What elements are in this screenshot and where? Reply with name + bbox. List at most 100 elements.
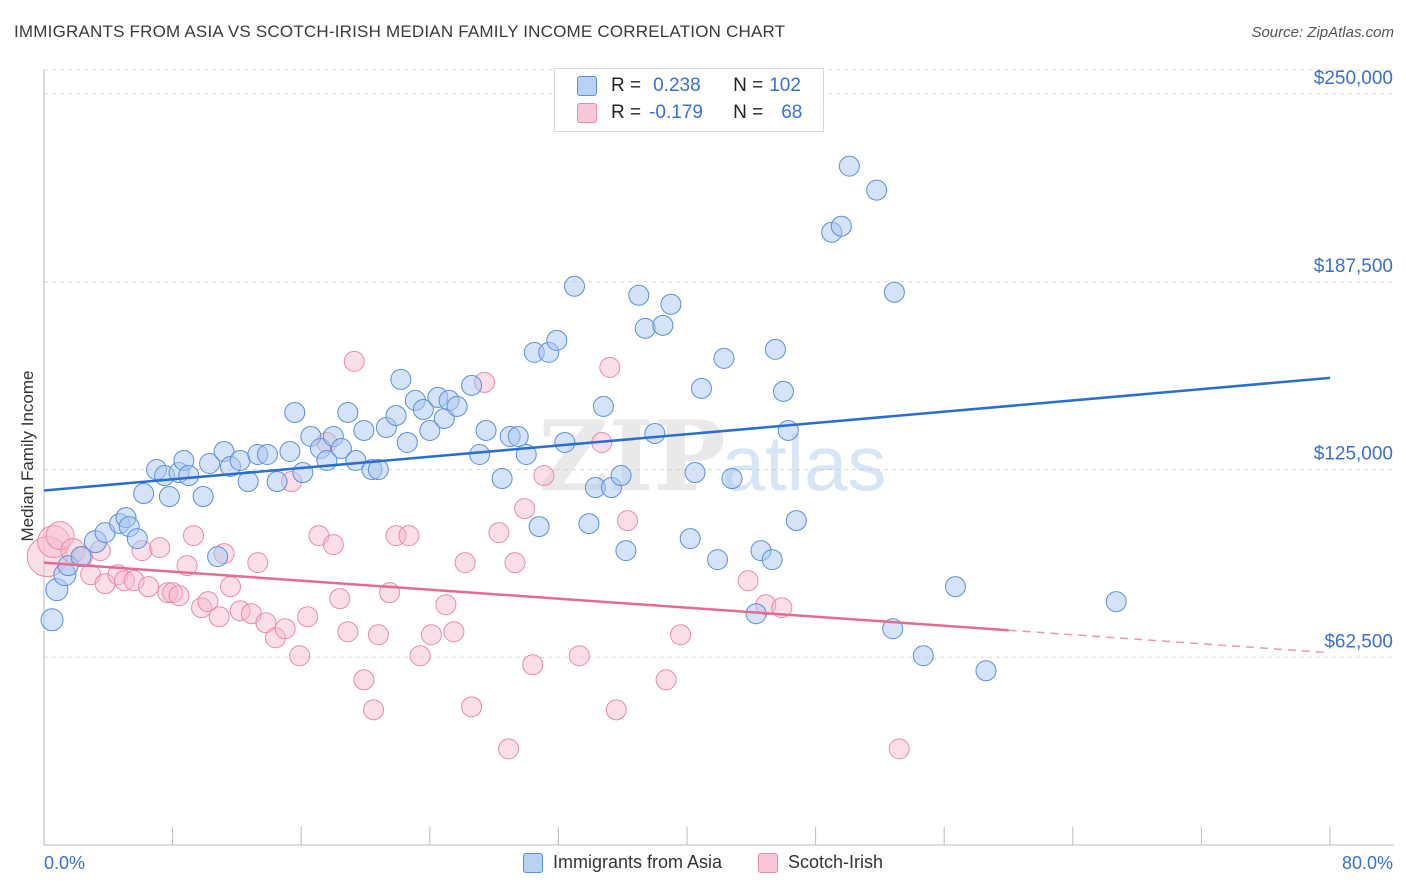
scotch-irish-point	[568, 645, 590, 667]
asia-point	[229, 450, 251, 472]
asia-n-value: 102	[769, 75, 801, 96]
scotch-irish-point	[737, 570, 759, 592]
scotch-irish-point	[605, 699, 627, 721]
watermark: ZIP atlas	[538, 400, 886, 513]
asia-point	[345, 450, 367, 472]
chart-title: IMMIGRANTS FROM ASIA VS SCOTCH-IRISH MED…	[14, 22, 786, 41]
scotch-irish-point	[435, 594, 457, 616]
scotch-irish-point	[219, 576, 241, 598]
scotch-irish-point	[289, 645, 311, 667]
watermark-atlas: atlas	[722, 419, 887, 507]
scotch-irish-trend-extension	[1008, 629, 1331, 654]
asia-trend-line	[43, 376, 1331, 492]
scotch-irish-point	[343, 350, 365, 372]
asia-point	[882, 618, 904, 640]
asia-point	[707, 549, 729, 571]
source-label: Source: ZipAtlas.com	[1251, 24, 1394, 41]
correlation-legend: R = 0.238 N = 102 R = -0.179 N = 68	[554, 68, 824, 132]
asia-point	[207, 546, 229, 568]
scotch-irish-point	[247, 552, 269, 574]
scotch-irish-point	[488, 522, 510, 544]
scotch-irish-point	[514, 498, 536, 520]
asia-point	[367, 459, 389, 481]
scotch-irish-point	[655, 669, 677, 691]
trend-lines	[43, 376, 1331, 654]
asia-point	[284, 401, 306, 423]
scotch-irish-point	[888, 738, 910, 760]
asia-n-label: N =	[733, 75, 764, 96]
scotch-irish-point	[191, 597, 213, 619]
scotch-irish-point	[599, 356, 621, 378]
scotch-irish-point	[617, 510, 639, 532]
asia-point	[610, 465, 632, 487]
scotch-irish-point	[409, 645, 431, 667]
asia-point	[40, 608, 64, 632]
scotch-irish-r-label: R =	[611, 102, 642, 123]
asia-point	[292, 462, 314, 484]
asia-point	[237, 471, 259, 493]
axes	[43, 70, 1394, 846]
asia-point	[944, 576, 966, 598]
asia-point	[396, 431, 418, 453]
asia-point	[266, 471, 288, 493]
scotch-irish-legend-label: Scotch-Irish	[788, 852, 884, 872]
scotch-irish-point	[274, 618, 296, 640]
asia-point	[158, 486, 180, 508]
legend-row-scotch-irish: R = -0.179 N = 68	[577, 100, 802, 126]
asia-point	[785, 510, 807, 532]
asia-point	[178, 465, 200, 487]
legend-item-scotch-irish[interactable]: Scotch-Irish	[758, 852, 883, 873]
scotch-irish-point	[454, 552, 476, 574]
asia-point	[528, 516, 550, 538]
scotch-irish-point	[522, 654, 544, 676]
scotch-irish-point	[149, 537, 171, 559]
asia-point	[690, 377, 712, 399]
asia-point	[772, 380, 794, 402]
x-tick-label: 80.0%	[1342, 853, 1393, 873]
tick-labels: $62,500 $125,000 $187,500 $250,000 0.0% 80.0%	[44, 68, 1393, 873]
scotch-irish-point	[498, 738, 520, 760]
asia-point	[133, 483, 155, 505]
asia-point	[679, 528, 701, 550]
asia-r-label: R =	[611, 75, 642, 96]
legend-item-asia[interactable]: Immigrants from Asia	[522, 852, 722, 873]
scotch-irish-point	[107, 564, 129, 586]
asia-point	[761, 549, 783, 571]
scotch-irish-point	[176, 555, 198, 577]
asia-point	[475, 419, 497, 441]
asia-point	[652, 314, 674, 336]
asia-point	[660, 293, 682, 315]
asia-legend-label: Immigrants from Asia	[552, 852, 722, 872]
asia-point	[721, 468, 743, 490]
asia-point	[419, 419, 441, 441]
asia-point	[337, 401, 359, 423]
asia-point	[353, 419, 375, 441]
asia-points	[40, 155, 1127, 682]
scotch-irish-point	[337, 621, 359, 643]
asia-point	[385, 404, 407, 426]
series-legend: Immigrants from Asia Scotch-Irish	[0, 852, 1406, 873]
asia-point	[390, 368, 412, 390]
scotch-irish-point	[443, 621, 465, 643]
asia-point	[491, 468, 513, 490]
asia-point	[1105, 591, 1127, 613]
scotch-irish-point	[363, 699, 385, 721]
asia-point	[507, 425, 529, 447]
scotch-irish-point	[771, 597, 793, 619]
y-tick-label: $125,000	[1314, 444, 1393, 465]
asia-point	[764, 338, 786, 360]
scotch-irish-point	[182, 525, 204, 547]
asia-point	[546, 329, 568, 351]
scotch-irish-point	[420, 624, 442, 646]
asia-point	[777, 419, 799, 441]
asia-point	[883, 281, 905, 303]
scotch-irish-swatch	[577, 103, 597, 123]
asia-point	[975, 660, 997, 682]
asia-point	[866, 179, 888, 201]
asia-point	[256, 443, 278, 465]
scotch-irish-point	[533, 465, 555, 487]
scotch-irish-point	[168, 585, 190, 607]
scotch-irish-r-value: -0.179	[649, 102, 703, 123]
asia-point	[461, 374, 483, 396]
scotch-irish-trend-line	[43, 561, 1009, 632]
